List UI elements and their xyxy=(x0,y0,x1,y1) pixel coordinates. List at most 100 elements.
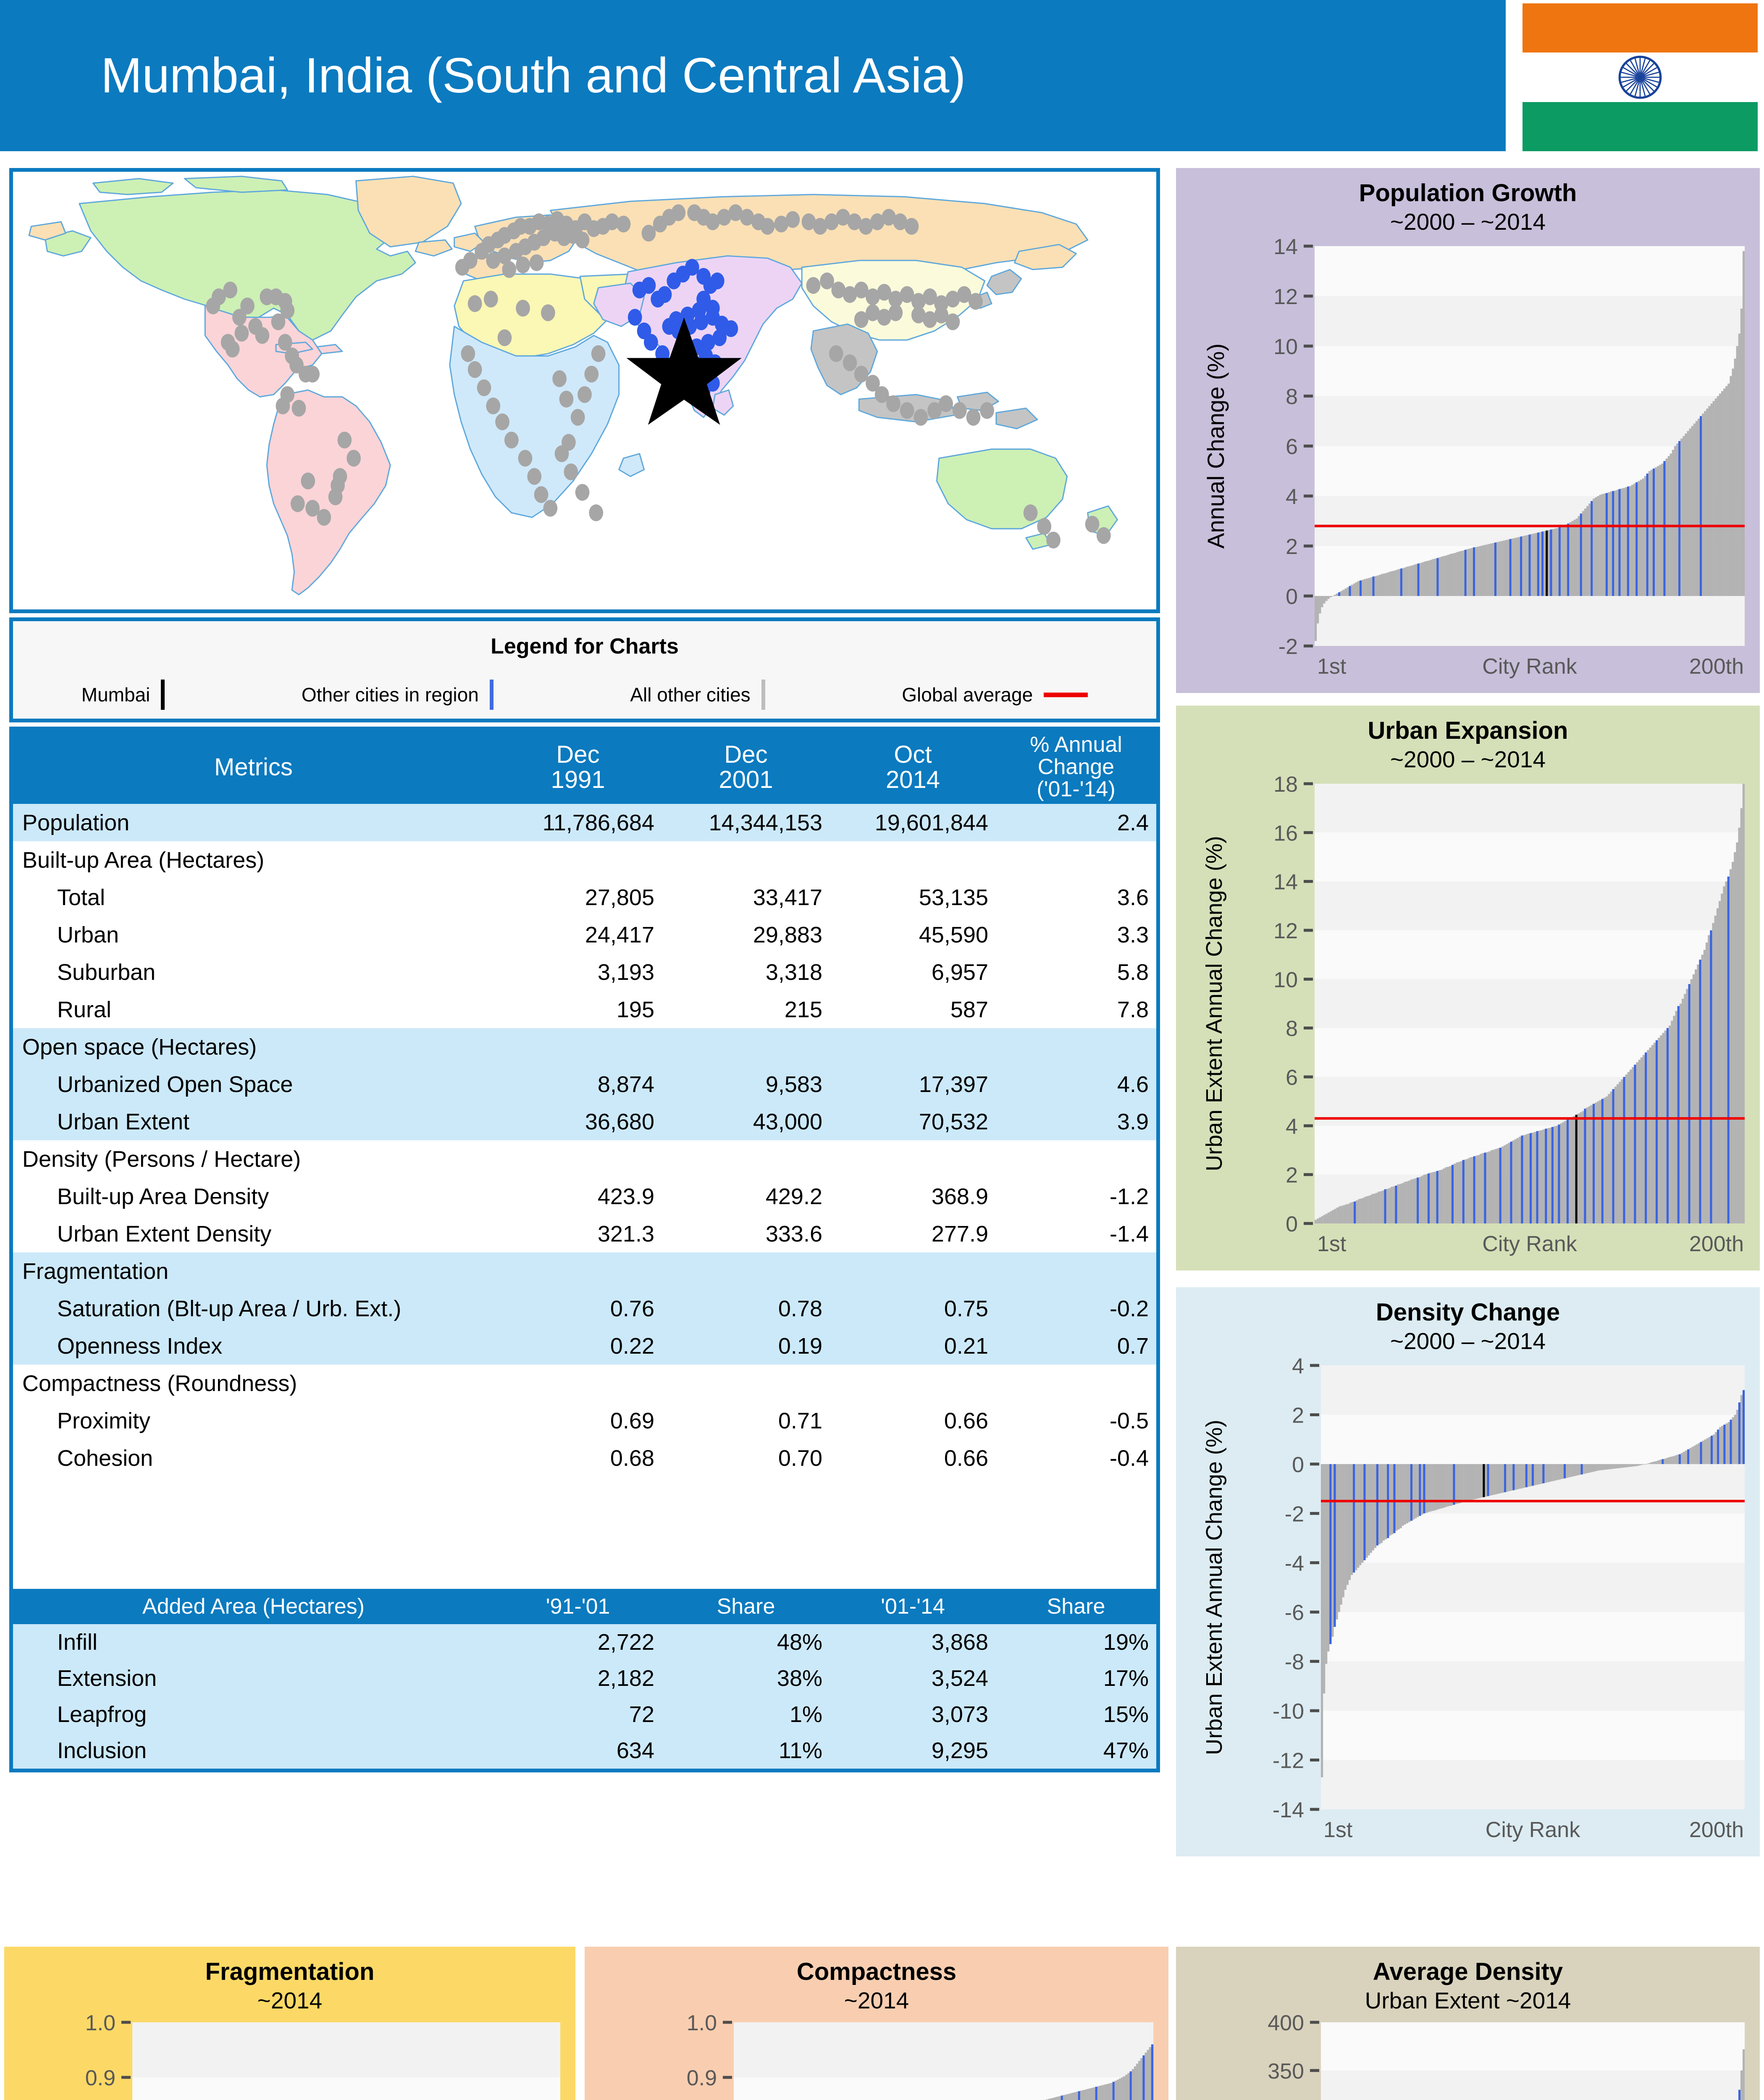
chart-bar-other xyxy=(1347,587,1349,596)
chart-bar-other xyxy=(1097,2086,1100,2100)
chart-bar-other xyxy=(1512,1140,1515,1223)
chart-bar-other xyxy=(1423,561,1426,596)
added-area-row: Extension 2,182 38% 3,524 17% xyxy=(13,1660,1156,1696)
chart-bar-other xyxy=(1497,1464,1500,1494)
metrics-row-value-2001: 429.2 xyxy=(662,1178,830,1215)
chart-bar-other xyxy=(1490,1150,1493,1223)
added-area-value-0114: 3,524 xyxy=(830,1660,996,1696)
chart-bar-other xyxy=(1710,403,1713,596)
chart-bar-other xyxy=(1740,308,1743,596)
chart-bar-other xyxy=(1432,1172,1434,1223)
chart-bar-region xyxy=(1417,1177,1419,1223)
chart-bar-other xyxy=(1625,1464,1628,1467)
chart-bar-other xyxy=(1433,1464,1436,1511)
chart-bar-other xyxy=(1638,481,1640,596)
chart-bar-other xyxy=(1362,580,1364,596)
chart-bar-region xyxy=(1530,1133,1532,1223)
chart-bar-other xyxy=(1370,577,1373,596)
chart-y-tick-label: 10 xyxy=(1273,968,1298,992)
chart-bar-other xyxy=(1742,251,1745,596)
chart-bar-other xyxy=(1372,1464,1374,1551)
chart-bar-region xyxy=(1558,527,1561,596)
metrics-row-value-2014: 277.9 xyxy=(830,1215,996,1253)
chart-bar-other xyxy=(1655,1461,1658,1464)
metrics-row-label: Total xyxy=(13,879,494,916)
chart-bar-other xyxy=(1121,2077,1124,2100)
chart-bar-other xyxy=(1334,595,1336,596)
chart-bar-other xyxy=(1693,1445,1696,1464)
chart-bar-region xyxy=(1580,513,1582,596)
chart-bar-other xyxy=(1538,1130,1541,1223)
chart-bar-other xyxy=(1319,596,1321,614)
chart-bar-region xyxy=(1521,1135,1523,1223)
legend-item-global-average: Global average xyxy=(902,683,1088,706)
metrics-table-row: Urban 24,417 29,883 45,590 3.3 xyxy=(13,916,1156,954)
added-area-row: Inclusion 634 11% 9,295 47% xyxy=(13,1732,1156,1769)
chart-bar-other xyxy=(1730,376,1732,596)
chart-bar-other xyxy=(1458,551,1460,596)
added-area-share-0114: 47% xyxy=(996,1732,1156,1769)
chart-bar-other xyxy=(1734,1415,1736,1464)
chart-bar-other xyxy=(1714,398,1717,596)
chart-bar-other xyxy=(1603,494,1606,596)
chart-bar-other xyxy=(1740,2070,1743,2100)
chart-bar-other xyxy=(1467,1158,1469,1223)
chart-bar-other xyxy=(1590,1105,1593,1223)
chart-bar-other xyxy=(1684,994,1686,1223)
added-area-share-0114: 15% xyxy=(996,1696,1156,1732)
metrics-row-value-change xyxy=(996,1252,1156,1290)
chart-bar-region xyxy=(1510,1142,1512,1223)
metrics-row-value-change: 3.6 xyxy=(996,879,1156,916)
chart-bar-other xyxy=(1391,1464,1394,1535)
chart-bar-other xyxy=(1486,1152,1488,1223)
chart-bar-other xyxy=(1321,596,1323,607)
chart-bar-other xyxy=(1455,1464,1457,1504)
chart-bar-other xyxy=(1622,488,1625,596)
metrics-row-value-2014: 0.66 xyxy=(830,1439,996,1477)
chart-bar-other xyxy=(1458,1162,1460,1223)
chart-bar-other xyxy=(1704,411,1706,596)
chart-bar-other xyxy=(1715,1432,1717,1464)
chart-bar-other xyxy=(1368,578,1370,596)
chart-x-axis-label: City Rank xyxy=(1482,1232,1577,1256)
chart-bar-other xyxy=(1445,1167,1447,1223)
legend-item-mumbai: Mumbai xyxy=(81,680,165,710)
chart-bar-other xyxy=(1327,596,1330,599)
chart-bar-other xyxy=(1573,1116,1575,1223)
chart-bar-region xyxy=(1700,1442,1702,1464)
metrics-row-value-change: 0.7 xyxy=(996,1327,1156,1365)
chart-bar-other xyxy=(1396,570,1398,596)
added-area-row: Leapfrog 72 1% 3,073 15% xyxy=(13,1696,1156,1732)
chart-y-tick-label: -2 xyxy=(1285,1502,1304,1526)
chart-title: Urban Expansion xyxy=(1368,717,1568,744)
chart-bar-other xyxy=(1650,470,1653,596)
chart-bar-region xyxy=(1545,1129,1547,1223)
chart-bar-other xyxy=(1067,2094,1070,2100)
chart-bar-region xyxy=(1512,1464,1515,1491)
chart-bar-region xyxy=(1688,984,1690,1223)
chart-bar-other xyxy=(1336,1464,1338,1620)
chart-bar-other xyxy=(1404,1182,1406,1223)
chart-bar-other xyxy=(1557,1464,1559,1480)
chart-bar-other xyxy=(1492,543,1495,596)
th-metrics: Metrics xyxy=(13,730,494,804)
chart-bar-other xyxy=(1712,1434,1715,1464)
metrics-row-label: Openness Index xyxy=(13,1327,494,1365)
metrics-row-value-2014 xyxy=(830,1028,996,1066)
metrics-row-value-1991: 3,193 xyxy=(494,953,662,991)
th-9101: '91-'01 xyxy=(494,1589,662,1624)
chart-bar-other xyxy=(1346,1464,1349,1585)
chart-bar-other xyxy=(1343,1205,1345,1224)
chart-bar-other xyxy=(1691,426,1693,596)
chart-bar-other xyxy=(1731,862,1734,1223)
chart-bar-other xyxy=(1527,1464,1530,1487)
chart-bar-other xyxy=(1356,1200,1358,1223)
metrics-row-value-change xyxy=(996,1365,1156,1402)
chart-plot-area: 0 2 4 6 8 10 12 14 16 18 1st City Rank 200th xyxy=(1273,772,1745,1256)
th-dec-1991-line2: 1991 xyxy=(551,766,605,793)
chart-bar-other xyxy=(1475,1155,1478,1223)
chart-bar-other xyxy=(1325,1213,1328,1223)
added-area-row: Infill 2,722 48% 3,868 19% xyxy=(13,1624,1156,1660)
chart-bar-other xyxy=(1138,2061,1141,2100)
chart-bar-other xyxy=(1378,575,1381,596)
